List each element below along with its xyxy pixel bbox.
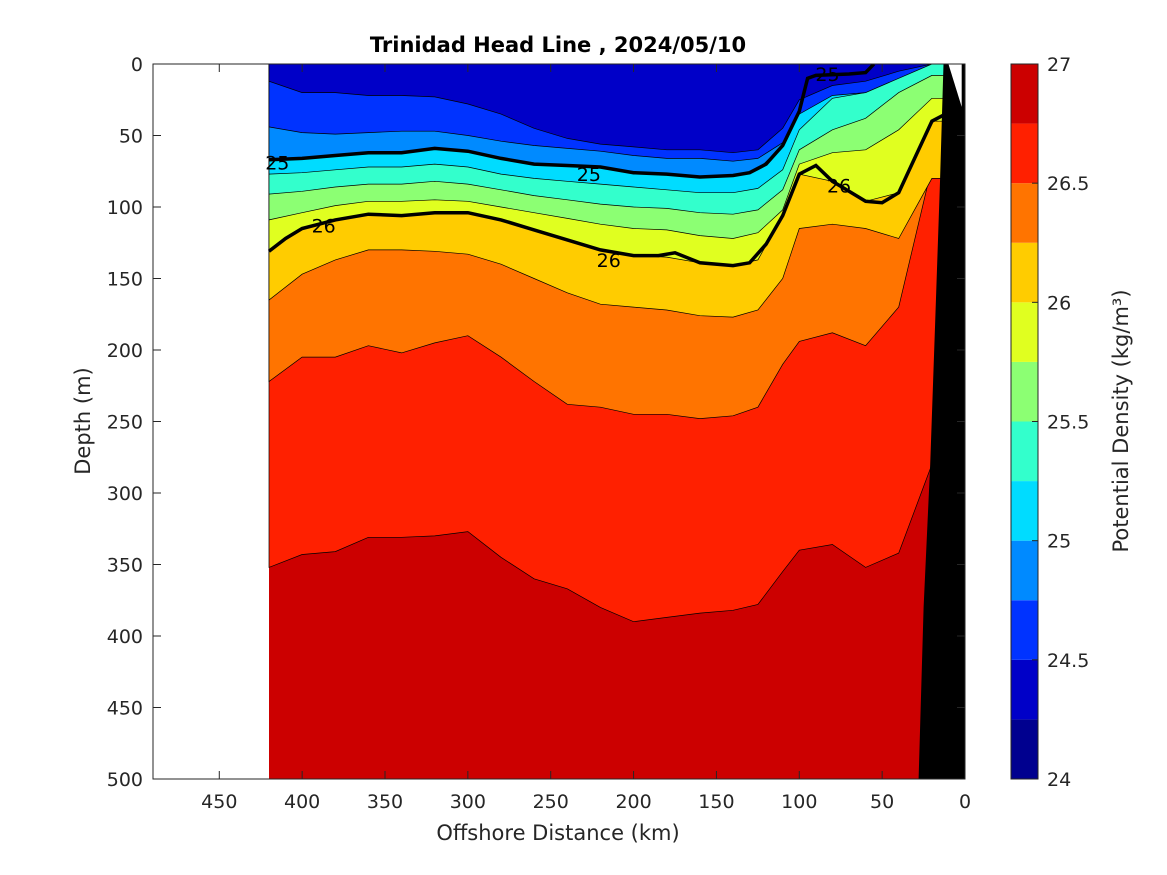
x-tick-label: 300: [450, 791, 486, 813]
colorbar-tick-label: 26: [1047, 292, 1071, 314]
y-tick-label: 350: [107, 555, 143, 577]
colorbar-tick-label: 24.5: [1047, 650, 1089, 672]
colorbar-block: [1011, 361, 1038, 422]
colorbar-block: [1011, 242, 1038, 303]
chart-title: Trinidad Head Line , 2024/05/10: [370, 33, 746, 57]
colorbar-block: [1011, 421, 1038, 482]
x-tick-label: 100: [781, 791, 817, 813]
contour-label: 26: [827, 176, 851, 198]
y-tick-label: 300: [107, 483, 143, 505]
density-band: [268, 64, 949, 154]
y-tick-label: 100: [107, 197, 143, 219]
colorbar-block: [1011, 481, 1038, 541]
colorbar-tick-label: 26.5: [1047, 173, 1089, 195]
y-tick-label: 400: [107, 626, 143, 648]
contour-label: 26: [597, 250, 621, 272]
bottom-topography: [918, 64, 965, 779]
y-tick-label: 200: [107, 340, 143, 362]
x-tick-label: 450: [201, 791, 237, 813]
y-tick-label: 0: [131, 54, 143, 76]
y-tick-label: 250: [107, 412, 143, 434]
colorbar-block: [1011, 302, 1038, 362]
colorbar-tick-label: 27: [1047, 54, 1071, 76]
x-tick-label: 400: [284, 791, 320, 813]
y-tick-label: 50: [119, 126, 143, 148]
isopycnal-26: [267, 111, 950, 268]
x-tick-label: 250: [533, 791, 569, 813]
colorbar-tick-label: 25.5: [1047, 412, 1089, 434]
topography-gap: [948, 64, 962, 107]
contour-label: 26: [312, 216, 336, 238]
colorbar-block: [1011, 659, 1038, 720]
contour-label: 25: [577, 164, 601, 186]
colorbar: 24 24.5 25 25.5 26 26.5 27 Potential Density (…: [1010, 54, 1133, 791]
colorbar-tick-label: 24: [1047, 769, 1071, 791]
colorbar-tick-label: 25: [1047, 531, 1071, 553]
y-tick-label: 450: [107, 698, 143, 720]
x-tick-label: 50: [870, 791, 894, 813]
colorbar-block: [1011, 123, 1038, 184]
y-axis-label: Depth (m): [71, 367, 95, 474]
contour-label: 25: [265, 153, 289, 175]
y-tick-label: 500: [107, 769, 143, 791]
isopycnal-25: [268, 64, 876, 179]
contour-label: 25: [815, 64, 839, 86]
colorbar-block: [1011, 64, 1038, 124]
y-tick-label: 150: [107, 269, 143, 291]
x-axis-label: Offshore Distance (km): [436, 821, 679, 845]
x-tick-label: 150: [698, 791, 734, 813]
colorbar-block: [1011, 600, 1038, 660]
colorbar-block: [1011, 183, 1038, 243]
x-tick-label: 350: [367, 791, 403, 813]
x-tick-label: 200: [615, 791, 651, 813]
colorbar-block: [1011, 540, 1038, 601]
colorbar-block: [1011, 719, 1038, 779]
x-tick-label: 0: [959, 791, 971, 813]
colorbar-label: Potential Density (kg/m³): [1109, 289, 1133, 552]
